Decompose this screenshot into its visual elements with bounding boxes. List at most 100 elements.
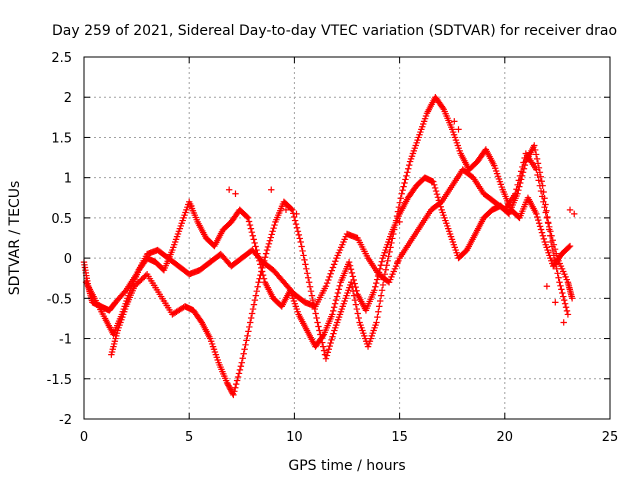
data-point-marker (395, 203, 403, 211)
data-point-marker (559, 289, 566, 297)
data-point-marker (405, 165, 412, 172)
data-point-marker (302, 261, 309, 268)
data-point-marker (292, 220, 300, 228)
data-point-marker (246, 221, 254, 229)
data-point-marker (374, 313, 381, 321)
data-point-marker (291, 217, 299, 224)
data-point-marker (334, 289, 342, 297)
data-point-marker (330, 261, 338, 268)
data-point-marker (350, 292, 358, 299)
data-point-marker (296, 235, 303, 242)
y-tick-label: -2 (59, 413, 72, 428)
data-point-marker (330, 330, 337, 337)
plot-frame (83, 56, 611, 420)
data-point-marker (430, 181, 438, 189)
data-point-marker (404, 169, 411, 176)
data-point-marker (225, 186, 233, 193)
data-point-marker (384, 257, 391, 264)
data-point-marker (534, 160, 542, 167)
x-axis-label: GPS time / hours (288, 458, 405, 474)
data-point-marker (377, 292, 385, 299)
data-point-marker (325, 276, 332, 284)
data-point-marker (568, 295, 576, 302)
data-point-marker (231, 388, 238, 395)
data-point-marker (401, 179, 408, 187)
data-point-marker (375, 269, 383, 276)
data-point-marker (381, 271, 389, 278)
data-point-marker (241, 346, 248, 353)
data-point-marker (402, 176, 409, 183)
data-point-marker (323, 279, 331, 287)
data-point-marker (239, 355, 246, 362)
data-point-marker (517, 176, 525, 183)
axis-ticks (83, 56, 611, 420)
data-point-marker (396, 199, 404, 206)
data-point-marker (566, 206, 574, 214)
data-point-marker (232, 384, 239, 391)
data-point-marker (298, 243, 305, 250)
data-point-marker (536, 169, 544, 176)
data-point-marker (326, 273, 333, 281)
data-point-marker (251, 296, 259, 304)
data-point-marker (396, 218, 403, 226)
data-point-marker (295, 231, 303, 239)
x-tick-label: 10 (286, 430, 303, 445)
data-point-marker (515, 186, 522, 194)
data-point-marker (564, 311, 572, 318)
x-tick-label: 5 (185, 430, 193, 445)
data-point-marker (394, 258, 401, 266)
data-point-marker (544, 213, 551, 221)
y-tick-label: -1.5 (47, 373, 72, 388)
data-point-marker (540, 235, 548, 243)
data-point-marker (535, 216, 542, 224)
data-point-marker (373, 279, 380, 287)
data-point-marker (533, 155, 541, 163)
data-markers (80, 94, 578, 399)
data-point-marker (555, 274, 562, 281)
data-point-marker (353, 305, 361, 313)
data-point-marker (557, 282, 564, 290)
data-point-marker (354, 310, 361, 317)
data-point-marker (405, 161, 413, 169)
data-point-marker (245, 218, 253, 225)
data-point-marker (560, 293, 567, 300)
data-point-marker (304, 274, 312, 281)
data-point-marker (439, 104, 447, 112)
data-point-marker (313, 314, 320, 322)
data-point-marker (560, 319, 567, 326)
data-point-marker (516, 183, 523, 190)
data-point-marker (261, 254, 269, 261)
data-point-marker (535, 220, 543, 227)
data-point-marker (319, 339, 326, 346)
data-point-marker (259, 264, 266, 272)
data-point-marker (390, 230, 397, 238)
data-point-marker (244, 214, 252, 222)
data-point-marker (437, 203, 444, 210)
data-point-marker (237, 363, 245, 370)
data-point-marker (324, 349, 332, 356)
data-point-marker (349, 273, 357, 280)
data-point-marker (330, 307, 337, 315)
data-point-marker (394, 208, 402, 215)
y-tick-label: -0.5 (47, 292, 72, 307)
data-point-marker (307, 287, 315, 295)
data-point-marker (261, 257, 268, 264)
data-point-marker (249, 305, 257, 313)
data-point-marker (400, 183, 407, 190)
data-point-marker (531, 142, 538, 149)
data-point-marker (327, 339, 334, 347)
data-point-marker (329, 264, 337, 271)
data-point-marker (349, 287, 357, 295)
data-point-marker (553, 265, 560, 273)
y-tick-label: 0 (64, 252, 72, 267)
data-point-marker (561, 300, 569, 307)
data-point-marker (387, 244, 394, 251)
data-point-marker (565, 243, 573, 251)
data-point-marker (301, 256, 308, 264)
data-point-marker (521, 161, 529, 169)
data-point-marker (375, 308, 382, 315)
data-point-marker (317, 331, 324, 338)
data-point-marker (251, 239, 258, 247)
data-point-marker (346, 262, 354, 269)
y-tick-label: 0.5 (51, 212, 72, 227)
